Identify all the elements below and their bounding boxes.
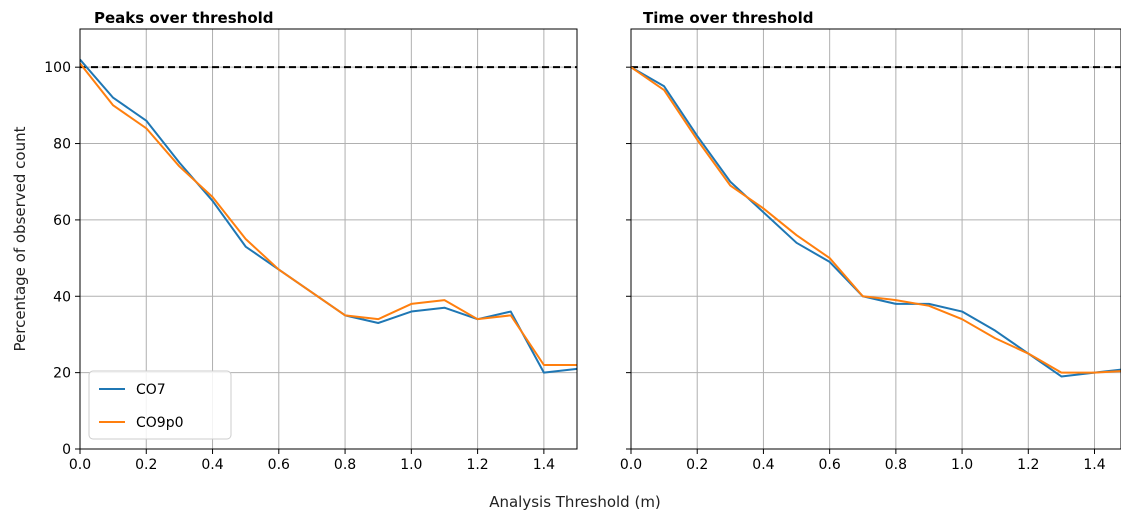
- x-tick-label: 0.6: [819, 457, 841, 473]
- ticks: 0.0 0.2 0.4 0.6 0.8 1.0 1.2 1.4 0 20 40 60 80 100: [44, 60, 555, 473]
- y-tick-label: 60: [53, 213, 71, 229]
- legend: CO7 CO9p0: [88, 370, 232, 440]
- x-axis-label: Analysis Threshold (m): [489, 493, 661, 511]
- axes-border: [79, 28, 578, 450]
- x-tick-label: 0.0: [69, 457, 91, 473]
- series-line-co9p0: [80, 62, 577, 366]
- x-tick-label: 0.6: [268, 457, 290, 473]
- y-tick-label: 100: [44, 60, 71, 76]
- x-tick-label: 1.0: [400, 457, 422, 473]
- x-tick-label: 0.4: [752, 457, 774, 473]
- y-tick-label: 20: [53, 366, 71, 382]
- y-tick-label: 80: [53, 137, 71, 153]
- x-tick-label: 1.2: [466, 457, 488, 473]
- grid: [630, 29, 1121, 450]
- series-layer: [80, 58, 577, 374]
- x-tick-label: 0.0: [620, 457, 642, 473]
- x-tick-label: 0.2: [686, 457, 708, 473]
- axes-frame: [79, 28, 578, 450]
- x-tick-label: 0.4: [201, 457, 223, 473]
- legend-label-co9p0: CO9p0: [136, 415, 184, 431]
- series-layer: [631, 66, 1121, 378]
- x-tick-label: 1.2: [1017, 457, 1039, 473]
- axes-frame: [630, 28, 1121, 450]
- x-tick-label: 1.0: [951, 457, 973, 473]
- y-axis-label: Percentage of observed count: [11, 126, 29, 351]
- ticks: 0.0 0.2 0.4 0.6 0.8 1.0 1.2 1.4: [620, 66, 1106, 473]
- panel-title: Time over threshold: [643, 9, 814, 27]
- panel-time-over-threshold: Time over threshold 0.0 0.2 0.4 0.6 0.8 1.0 1.…: [620, 9, 1121, 473]
- x-tick-label: 0.2: [135, 457, 157, 473]
- y-tick-label: 0: [62, 442, 71, 458]
- x-tick-label: 1.4: [533, 457, 555, 473]
- axes-border: [630, 28, 1121, 450]
- x-tick-label: 0.8: [334, 457, 356, 473]
- x-tick-label: 1.4: [1083, 457, 1105, 473]
- series-line-co9p0: [631, 66, 1121, 374]
- panel-title: Peaks over threshold: [94, 9, 274, 27]
- series-line-co7: [80, 58, 577, 374]
- panel-peaks-over-threshold: Peaks over threshold 0.0 0.2 0.4 0.6 0.8 1.0 1…: [44, 9, 578, 473]
- series-line-co7: [631, 66, 1121, 378]
- x-tick-label: 0.8: [885, 457, 907, 473]
- y-tick-label: 40: [53, 289, 71, 305]
- legend-label-co7: CO7: [136, 382, 166, 398]
